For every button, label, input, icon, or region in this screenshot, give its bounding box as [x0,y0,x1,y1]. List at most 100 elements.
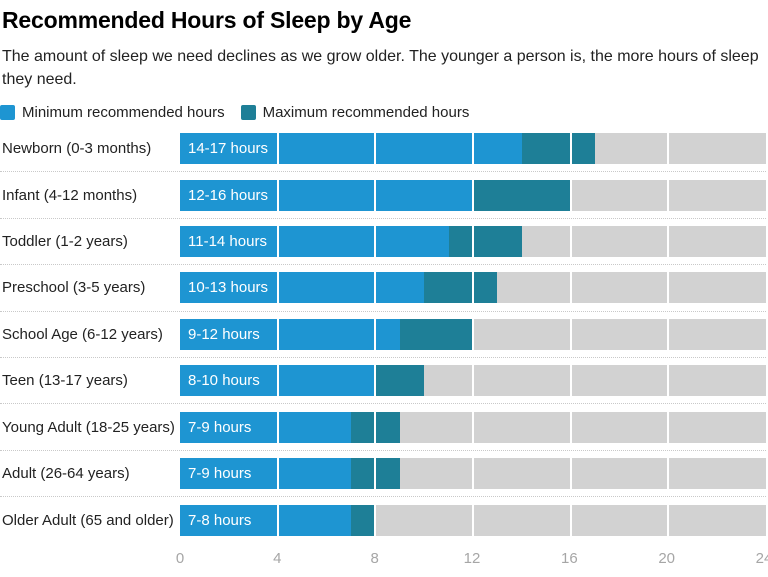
x-axis-tick-label: 24 [755,549,768,567]
gridline [667,225,670,257]
gridline [276,225,279,257]
gridline [569,365,572,397]
gridline [667,133,670,165]
gridline [276,133,279,165]
gridline [472,272,474,304]
min-bar: 12-16 hours [180,179,473,211]
bar-range-label: 11-14 hours [188,232,267,250]
min-bar: 11-14 hours [180,225,449,257]
gridline [667,411,670,443]
bar-track: 14-17 hours [180,133,766,165]
gridline [667,179,670,211]
legend-swatch-maximum-icon [240,104,256,120]
bar-track: 9-12 hours [180,318,766,350]
category-label: Infant (4-12 months) [2,186,138,204]
max-bar [350,504,376,536]
chart-row: School Age (6-12 years) 9-12 hours [0,312,766,358]
bar-range-label: 7-8 hours [188,511,252,529]
gridline [276,179,279,211]
bar-track: 7-9 hours [180,457,766,489]
gridline [374,179,377,211]
bar-chart: Newborn (0-3 months) 14-17 hours Infant (4… [0,126,768,570]
gridline [569,179,572,211]
bar-track: 12-16 hours [180,179,766,211]
x-axis-tick-label: 4 [273,549,282,567]
gridline [472,457,474,489]
gridline [276,457,279,489]
gridline [667,365,670,397]
chart-rows: Newborn (0-3 months) 14-17 hours Infant (4… [0,126,766,544]
chart-row: Adult (26-64 years) 7-9 hours [0,451,766,498]
legend: Minimum recommended hours Maximum recomm… [0,103,768,121]
bar-range-label: 14-17 hours [188,140,269,158]
chart-row: Older Adult (65 and older) 7-8 hours [0,497,766,543]
gridline [472,504,474,536]
gridline [472,411,474,443]
bar-range-label: 7-9 hours [188,418,252,436]
legend-item-minimum: Minimum recommended hours [0,104,225,121]
legend-swatch-minimum-icon [0,104,15,120]
max-bar [521,133,596,165]
gridline [374,457,377,489]
gridline [276,272,279,304]
x-axis-tick-label: 16 [560,549,578,567]
gridline [569,504,572,536]
legend-label-minimum: Minimum recommended hours [22,103,225,121]
min-bar: 10-13 hours [180,272,425,304]
x-axis-tick-label: 0 [175,549,185,567]
category-label: Preschool (3-5 years) [2,279,146,297]
gridline [374,225,377,257]
gridline [569,272,572,304]
gridline [276,504,279,536]
gridline [667,504,670,536]
bar-track: 7-9 hours [180,411,766,443]
bar-range-label: 7-9 hours [188,464,252,482]
gridline [472,133,474,165]
legend-item-maximum: Maximum recommended hours [240,103,470,121]
gridline [374,365,377,397]
gridline [374,272,377,304]
bar-range-label: 12-16 hours [188,186,269,204]
category-label: School Age (6-12 years) [2,325,163,343]
gridline [569,318,572,350]
category-label: Young Adult (18-25 years) [2,418,175,436]
bar-track: 11-14 hours [180,225,766,257]
chart-row: Preschool (3-5 years) 10-13 hours [0,265,766,312]
x-axis-tick-label: 8 [370,549,379,567]
gridline [374,411,377,443]
page-subtitle: The amount of sleep we need declines as … [2,48,759,88]
max-bar [424,272,498,304]
gridline [472,365,474,397]
max-bar [473,179,571,211]
gridline [374,504,377,536]
gridline [569,411,572,443]
legend-label-maximum: Maximum recommended hours [262,103,470,121]
gridline [276,365,279,397]
min-bar: 7-8 hours [180,504,351,536]
category-label: Teen (13-17 years) [2,372,128,390]
category-label: Newborn (0-3 months) [2,140,152,158]
gridline [569,133,572,165]
max-bar [375,365,425,397]
gridline [569,225,572,257]
gridline [569,457,572,489]
bar-range-label: 10-13 hours [188,279,269,297]
page-title: Recommended Hours of Sleep by Age [2,7,412,33]
gridline [276,318,279,350]
min-bar: 7-9 hours [180,457,351,489]
chart-row: Teen (13-17 years) 8-10 hours [0,358,766,405]
gridline [276,411,279,443]
gridline [472,179,474,211]
chart-row: Toddler (1-2 years) 11-14 hours [0,219,766,266]
gridline [374,133,377,165]
x-axis-tick-label: 20 [658,549,675,567]
max-bar [448,225,522,257]
gridline [667,318,670,350]
gridline [667,457,670,489]
min-bar: 7-9 hours [180,411,351,443]
category-label: Adult (26-64 years) [2,464,130,482]
gridline [374,318,377,350]
chart-row: Newborn (0-3 months) 14-17 hours [0,126,766,173]
min-bar: 14-17 hours [180,133,522,165]
